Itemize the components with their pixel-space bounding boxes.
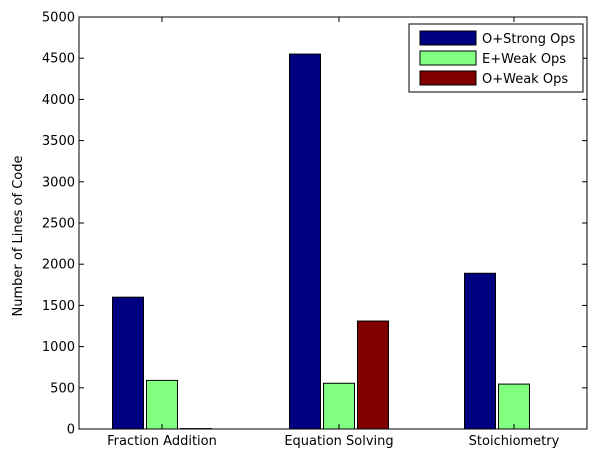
legend: O+Strong Ops E+Weak Ops O+Weak Ops — [409, 24, 583, 92]
y-tick-label: 0 — [67, 423, 75, 438]
y-tick-label: 1000 — [42, 340, 75, 355]
x-tick-label: Equation Solving — [284, 434, 393, 449]
bar-o-strong-ops-1 — [290, 54, 321, 429]
y-tick-label: 4000 — [42, 93, 75, 108]
y-tick-label: 1500 — [42, 299, 75, 314]
y-tick-label: 3500 — [42, 134, 75, 149]
x-tick-label: Stoichiometry — [469, 434, 560, 449]
bar-e-weak-ops-0 — [147, 380, 178, 429]
y-tick-label: 2500 — [42, 217, 75, 232]
bar-o-weak-ops-1 — [358, 321, 389, 429]
y-tick-label: 4500 — [42, 52, 75, 67]
y-tick-label: 500 — [50, 381, 75, 396]
bar-e-weak-ops-2 — [499, 384, 530, 429]
legend-swatch — [420, 31, 476, 45]
y-tick-label: 2000 — [42, 258, 75, 273]
y-tick-label: 3000 — [42, 175, 75, 190]
legend-swatch — [420, 51, 476, 65]
y-axis-label: Number of Lines of Code — [11, 156, 26, 317]
bar-o-strong-ops-0 — [113, 297, 144, 429]
bar-e-weak-ops-1 — [324, 383, 355, 429]
legend-label: O+Weak Ops — [482, 72, 568, 87]
legend-label: E+Weak Ops — [482, 52, 566, 67]
bar-o-strong-ops-2 — [465, 273, 496, 429]
bars-layer — [113, 54, 530, 429]
y-tick-label: 5000 — [42, 11, 75, 26]
x-tick-label: Fraction Addition — [107, 434, 217, 449]
legend-swatch — [420, 71, 476, 85]
legend-label: O+Strong Ops — [482, 32, 576, 47]
